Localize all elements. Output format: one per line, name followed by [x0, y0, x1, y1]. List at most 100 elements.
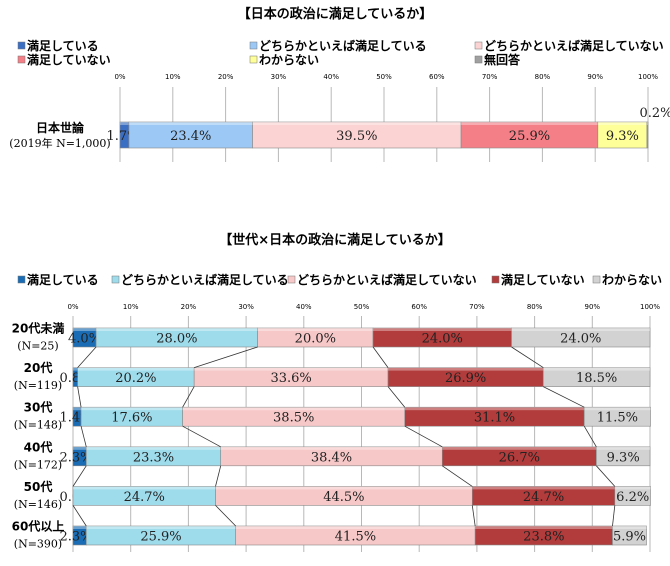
bar-highlight [194, 367, 389, 371]
connector-line [72, 465, 87, 487]
data-label: 23.8% [523, 530, 564, 545]
bar-highlight [77, 367, 195, 371]
data-label: 6.2% [616, 490, 649, 505]
legend-swatch [474, 55, 483, 64]
legend-label: 満足していない [27, 52, 111, 67]
legend-swatch [491, 275, 500, 284]
connector-line [182, 386, 195, 408]
tick-label: 10% [165, 73, 181, 81]
chart-title: 【世代×日本の政治に満足しているか】 [219, 232, 451, 248]
connector-line [471, 505, 476, 527]
legend-swatch [249, 41, 258, 50]
bar-highlight [597, 122, 647, 125]
connector-line [215, 505, 236, 527]
data-label: 26.9% [445, 371, 486, 386]
legend-label: わからない [259, 53, 319, 67]
category-sublabel: (N=172) [14, 458, 62, 471]
bar-highlight [73, 407, 82, 411]
legend-swatch [287, 275, 296, 284]
data-label: 38.4% [311, 450, 352, 465]
tick-label: 60% [411, 303, 427, 311]
connector-line [442, 465, 473, 487]
legend-label: どちらかといえば満足していない [297, 272, 477, 287]
tick-label: 20% [181, 303, 197, 311]
legend-swatch [17, 41, 26, 50]
category-label: 50代 [24, 479, 53, 494]
tick-label: 30% [271, 73, 287, 81]
connector-line [387, 386, 406, 408]
bar-highlight [215, 486, 473, 490]
bar-highlight [252, 122, 462, 125]
bar-highlight [511, 328, 650, 331]
category-label: 30代 [24, 400, 53, 415]
legend-label: わからない [602, 273, 662, 287]
connector-line [583, 425, 597, 448]
tick-label: 30% [238, 303, 254, 311]
bar-segment [597, 121, 648, 149]
connector-line [182, 425, 221, 448]
data-label: 20.2% [115, 371, 156, 386]
data-label: 20.0% [295, 332, 336, 347]
bar-highlight [461, 122, 598, 125]
legend-swatch [17, 55, 26, 64]
data-label: 24.0% [422, 332, 463, 347]
tick-label: 70% [482, 73, 498, 81]
tick-label: 0% [67, 303, 78, 311]
tick-label: 90% [585, 303, 601, 311]
legend-label: 満足していない [501, 272, 585, 287]
category-label: 日本世論 [36, 120, 85, 135]
bar-highlight [235, 526, 476, 529]
data-label: 18.5% [576, 371, 617, 386]
data-label: 9.3% [606, 129, 639, 144]
bar-highlight [73, 446, 87, 450]
bar-highlight [646, 122, 648, 125]
bar-highlight [404, 407, 585, 411]
category-label: 60代以上 [12, 519, 65, 534]
data-label: 33.6% [270, 371, 311, 386]
tick-label: 80% [527, 303, 543, 311]
connector-line [77, 386, 82, 408]
connector-line [372, 346, 389, 368]
connector-line [596, 465, 616, 487]
category-label: 20代未満 [12, 321, 65, 336]
legend-label: どちらかといえば満足している [259, 38, 427, 53]
bar-highlight [543, 367, 650, 371]
bar-highlight [472, 486, 615, 490]
bar-highlight [182, 407, 405, 411]
connector-line [511, 346, 544, 368]
tick-label: 80% [535, 73, 551, 81]
connector-line [194, 346, 258, 368]
tick-label: 40% [296, 303, 312, 311]
tick-label: 20% [218, 73, 234, 81]
bar-highlight [120, 122, 129, 125]
bar-segment [460, 121, 599, 149]
data-label: 24.0% [560, 332, 601, 347]
category-sublabel: (N=148) [14, 419, 62, 432]
legend-swatch [474, 41, 483, 50]
bar-segment [128, 121, 253, 149]
bar-segment [612, 525, 647, 546]
connector-line [215, 465, 222, 487]
bar-highlight [73, 486, 216, 490]
bar-highlight [220, 446, 443, 450]
bar-highlight [442, 446, 597, 450]
legend-label: 満足している [27, 38, 99, 53]
bar-segment [511, 327, 651, 348]
tick-label: 100% [638, 73, 658, 81]
data-label: 24.7% [124, 490, 165, 505]
category-label: 40代 [24, 439, 53, 454]
category-sublabel: (N=146) [14, 498, 62, 511]
connector-line [404, 425, 443, 448]
category-sublabel: (N=119) [14, 379, 62, 392]
category-sublabel: (2019年 N=1,000) [9, 136, 110, 150]
connector-line [543, 386, 585, 408]
data-label: 23.4% [170, 129, 211, 144]
bar-highlight [373, 328, 512, 331]
chart-title: 【日本の政治に満足しているか】 [238, 6, 433, 22]
data-label: 17.6% [111, 411, 152, 426]
tick-label: 50% [376, 73, 392, 81]
bar-segment [252, 121, 462, 149]
data-label: 25.9% [509, 129, 550, 144]
